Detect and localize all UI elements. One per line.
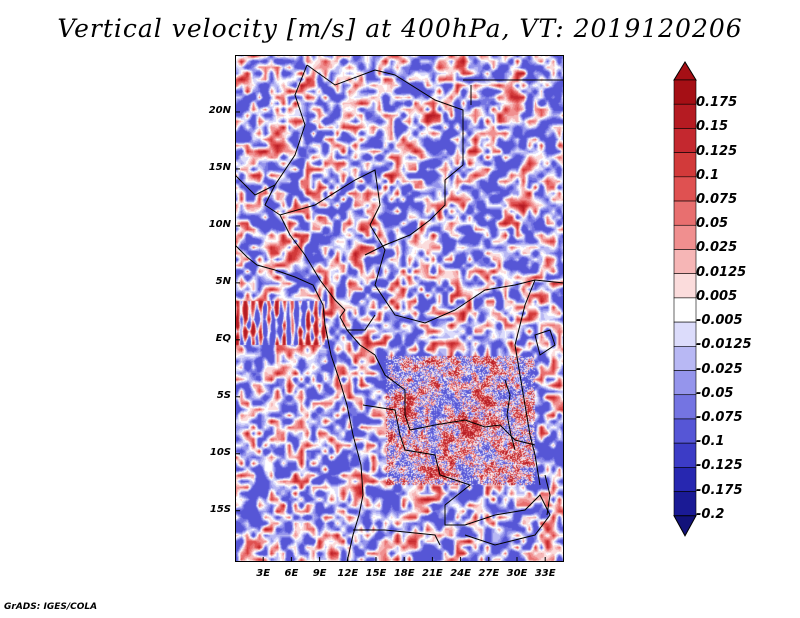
colorbar-label: 0.125 [696,143,738,159]
lake-victoria [534,329,556,356]
y-tick-label: 10N [208,218,231,230]
y-tick-label: EQ [215,332,231,344]
colorbar-label: 0.025 [696,240,738,256]
colorbar-swatch [673,370,697,396]
x-tick-label: 6E [284,568,299,579]
colorbar-label: -0.005 [696,313,743,329]
colorbar-swatch [673,103,697,129]
colorbar-swatch [673,128,697,153]
colorbar-swatch [673,79,697,105]
country-borders [235,64,564,562]
colorbar-swatch [673,200,697,226]
colorbar-label: -0.075 [696,409,743,425]
colorbar-label: 0.175 [696,95,738,111]
lake-malawi [544,474,551,516]
border-sahara-east [463,79,564,105]
x-tick-label: 33E [534,568,556,579]
colorbar-swatch [673,224,697,250]
border-angola [362,404,472,526]
y-tick-label: 10S [209,446,231,458]
colorbar-swatch [673,418,697,444]
colorbar-label: -0.05 [696,385,734,401]
vertical-velocity-field [235,55,564,562]
colorbar-swatch [673,321,697,347]
colorbar-top-arrow [673,61,697,81]
colorbar-label: 0.15 [696,119,729,135]
border-drc-south [409,419,536,446]
colorbar-label: 0.1 [696,167,720,183]
colorbar-bottom-arrow [673,515,697,537]
x-tick-label: 15E [365,568,387,579]
border-congo [346,329,411,431]
colorbar-label: 0.005 [696,288,738,304]
border-car [369,224,564,324]
x-tick-label: 27E [478,568,500,579]
colorbar-swatch [673,297,697,323]
x-tick-label: 3E [256,568,271,579]
border-chad [264,64,381,226]
y-tick-label: 15N [208,161,231,173]
border-zambia [464,494,551,546]
lake-tanganyika [504,379,516,451]
y-tick-label: 15S [209,503,231,515]
border-namibia [353,529,441,546]
colorbar-swatch [673,346,697,371]
colorbar-swatch [673,249,697,274]
x-tick-label: 9E [312,568,327,579]
colorbar-swatch [673,273,697,299]
colorbar-swatch [673,152,697,178]
x-ticks [262,557,546,562]
colorbar-label: -0.175 [696,482,743,498]
colorbar-label: -0.025 [696,361,743,377]
colorbar-swatch [673,394,697,420]
x-tick-label: 12E [337,568,359,579]
colorbar-label: 0.05 [696,216,729,232]
grads-credit: GrADS: IGES/COLA [4,602,98,612]
y-tick-label: 5N [215,275,231,287]
map-plot-area [235,55,564,562]
map-overlay [235,55,564,562]
plot-frame [235,55,564,562]
y-tick-label: 20N [208,104,231,116]
colorbar-swatch [673,467,697,492]
x-tick-label: 21E [422,568,443,579]
border-east [514,279,541,486]
y-ticks [235,111,240,512]
border-cameroon [339,309,376,331]
x-tick-label: 18E [393,568,415,579]
border-north-1 [306,64,464,165]
colorbar-swatch [673,176,697,202]
border-north-2 [364,164,464,256]
colorbar-label: -0.2 [696,506,725,522]
colorbar-label: -0.1 [696,434,725,450]
x-tick-label: 30E [506,568,528,579]
y-tick-label: 5S [216,389,231,401]
colorbar-swatch [673,442,697,468]
colorbar-label: 0.0125 [696,264,747,280]
colorbar-swatch [673,491,697,517]
colorbar-label: 0.075 [696,192,738,208]
chart-title: Vertical velocity [m/s] at 400hPa, VT: 2… [57,14,743,43]
colorbar [673,61,697,537]
colorbar-label: -0.0125 [696,337,752,353]
border-niger-nigeria [235,174,346,311]
colorbar-label: -0.125 [696,458,743,474]
x-tick-label: 24E [450,568,471,579]
coastline [235,244,364,562]
